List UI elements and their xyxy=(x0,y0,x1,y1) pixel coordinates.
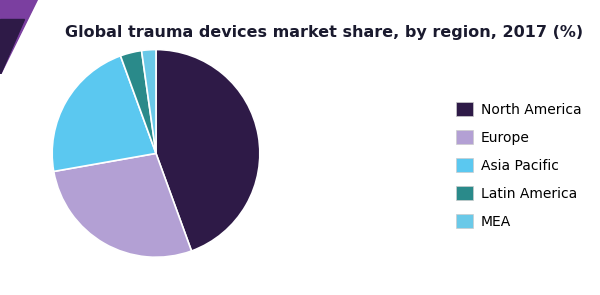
Wedge shape xyxy=(142,50,156,153)
Legend: North America, Europe, Asia Pacific, Latin America, MEA: North America, Europe, Asia Pacific, Lat… xyxy=(451,96,587,234)
Polygon shape xyxy=(0,0,38,74)
Wedge shape xyxy=(121,50,156,153)
Wedge shape xyxy=(54,153,191,257)
Text: Global trauma devices market share, by region, 2017 (%): Global trauma devices market share, by r… xyxy=(65,25,583,40)
Wedge shape xyxy=(156,50,260,251)
Wedge shape xyxy=(52,56,156,171)
Polygon shape xyxy=(0,19,24,74)
